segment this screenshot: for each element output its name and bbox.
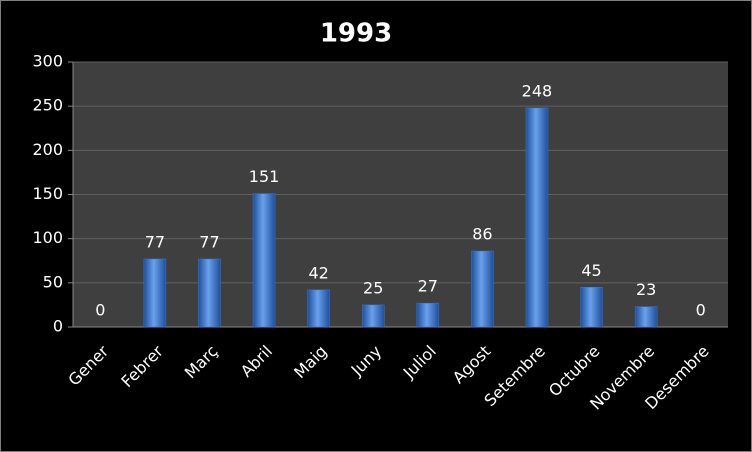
bar: [307, 289, 330, 328]
bar: [252, 193, 276, 328]
data-label: 25: [363, 278, 383, 297]
data-label: 77: [199, 232, 219, 251]
data-label: 0: [696, 301, 706, 320]
bar: [525, 107, 549, 328]
y-tick-label: 50: [43, 272, 63, 291]
y-tick-label: 0: [53, 317, 63, 336]
y-tick-label: 250: [32, 96, 63, 115]
chart-title: 1993: [320, 19, 392, 49]
bar: [471, 250, 494, 328]
data-label: 23: [636, 280, 656, 299]
data-label: 248: [522, 81, 553, 100]
data-label: 0: [95, 301, 105, 320]
data-label: 77: [145, 232, 165, 251]
bar: [361, 304, 385, 328]
bar: [143, 258, 167, 328]
data-label: 42: [308, 263, 328, 282]
bar: [634, 306, 658, 328]
y-tick-label: 200: [32, 140, 63, 159]
data-label: 27: [418, 277, 438, 296]
bar: [198, 258, 221, 328]
y-tick-label: 150: [32, 184, 63, 203]
data-label: 45: [581, 261, 601, 280]
bar: [580, 287, 603, 328]
y-tick-label: 100: [32, 228, 63, 247]
bar: [416, 302, 440, 328]
y-tick-label: 300: [32, 52, 63, 71]
data-label: 86: [472, 225, 492, 244]
data-label: 151: [249, 167, 280, 186]
